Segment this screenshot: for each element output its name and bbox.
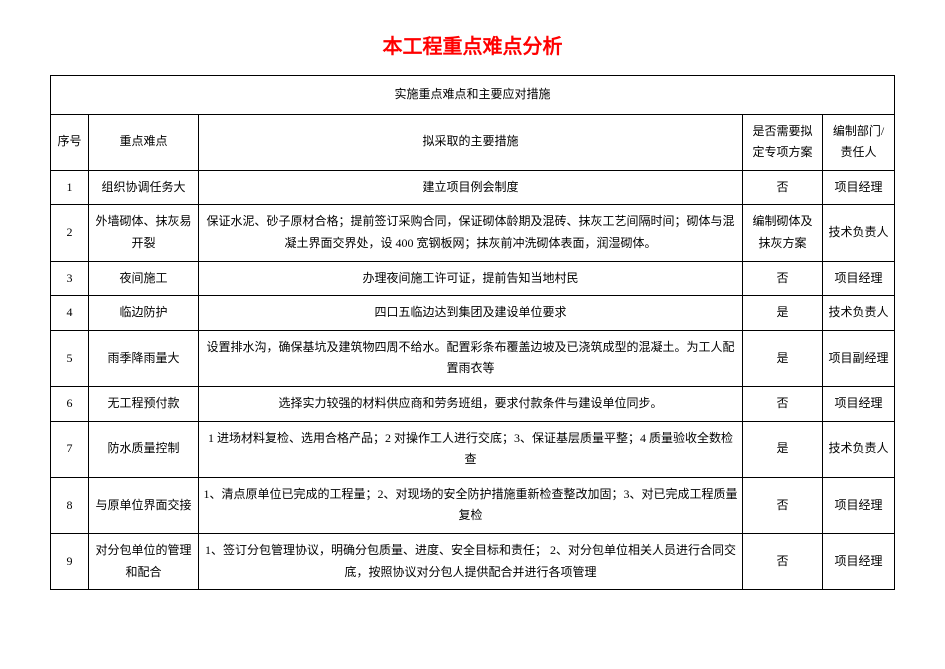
table-row: 6无工程预付款选择实力较强的材料供应商和劳务班组，要求付款条件与建设单位同步。否… [51,386,895,421]
cell-seq: 8 [51,477,89,533]
cell-owner: 项目经理 [822,386,894,421]
page-title: 本工程重点难点分析 [50,30,895,59]
table-row: 9对分包单位的管理和配合1、签订分包管理协议，明确分包质量、进度、安全目标和责任… [51,533,895,589]
cell-owner: 技术负责人 [822,205,894,261]
cell-seq: 9 [51,533,89,589]
cell-seq: 1 [51,170,89,205]
cell-measures: 保证水泥、砂子原材合格；提前签订采购合同，保证砌体龄期及混砖、抹灰工艺间隔时间；… [199,205,743,261]
table-row: 2外墙砌体、抹灰易开裂保证水泥、砂子原材合格；提前签订采购合同，保证砌体龄期及混… [51,205,895,261]
cell-need_plan: 否 [742,533,822,589]
cell-measures: 建立项目例会制度 [199,170,743,205]
cell-owner: 项目经理 [822,170,894,205]
cell-difficulty: 无工程预付款 [89,386,199,421]
cell-seq: 3 [51,261,89,296]
cell-measures: 选择实力较强的材料供应商和劳务班组，要求付款条件与建设单位同步。 [199,386,743,421]
col-need-plan: 是否需要拟定专项方案 [742,114,822,170]
table-caption-row: 实施重点难点和主要应对措施 [51,76,895,115]
cell-difficulty: 与原单位界面交接 [89,477,199,533]
cell-seq: 4 [51,296,89,331]
cell-seq: 5 [51,330,89,386]
cell-need_plan: 是 [742,296,822,331]
cell-owner: 项目经理 [822,533,894,589]
cell-difficulty: 雨季降雨量大 [89,330,199,386]
cell-difficulty: 组织协调任务大 [89,170,199,205]
cell-difficulty: 对分包单位的管理和配合 [89,533,199,589]
cell-measures: 办理夜间施工许可证，提前告知当地村民 [199,261,743,296]
cell-owner: 技术负责人 [822,421,894,477]
cell-seq: 7 [51,421,89,477]
table-row: 4临边防护四口五临边达到集团及建设单位要求是技术负责人 [51,296,895,331]
cell-owner: 技术负责人 [822,296,894,331]
col-seq: 序号 [51,114,89,170]
cell-difficulty: 临边防护 [89,296,199,331]
table-caption: 实施重点难点和主要应对措施 [51,76,895,115]
cell-measures: 1、签订分包管理协议，明确分包质量、进度、安全目标和责任； 2、对分包单位相关人… [199,533,743,589]
col-difficulty: 重点难点 [89,114,199,170]
table-row: 8与原单位界面交接1、清点原单位已完成的工程量；2、对现场的安全防护措施重新检查… [51,477,895,533]
table-header-row: 序号 重点难点 拟采取的主要措施 是否需要拟定专项方案 编制部门/责任人 [51,114,895,170]
col-measures: 拟采取的主要措施 [199,114,743,170]
table-row: 5雨季降雨量大设置排水沟，确保基坑及建筑物四周不给水。配置彩条布覆盖边坡及已浇筑… [51,330,895,386]
cell-difficulty: 防水质量控制 [89,421,199,477]
cell-need_plan: 编制砌体及抹灰方案 [742,205,822,261]
table-row: 7防水质量控制1 进场材料复检、选用合格产品；2 对操作工人进行交底；3、保证基… [51,421,895,477]
cell-owner: 项目经理 [822,477,894,533]
cell-seq: 6 [51,386,89,421]
cell-need_plan: 否 [742,477,822,533]
table-row: 1组织协调任务大建立项目例会制度否项目经理 [51,170,895,205]
cell-need_plan: 否 [742,386,822,421]
analysis-table: 实施重点难点和主要应对措施 序号 重点难点 拟采取的主要措施 是否需要拟定专项方… [50,75,895,590]
cell-need_plan: 否 [742,170,822,205]
col-owner: 编制部门/责任人 [822,114,894,170]
cell-measures: 1、清点原单位已完成的工程量；2、对现场的安全防护措施重新检查整改加固；3、对已… [199,477,743,533]
cell-need_plan: 是 [742,330,822,386]
cell-need_plan: 否 [742,261,822,296]
cell-owner: 项目副经理 [822,330,894,386]
cell-measures: 1 进场材料复检、选用合格产品；2 对操作工人进行交底；3、保证基层质量平整；4… [199,421,743,477]
cell-difficulty: 夜间施工 [89,261,199,296]
cell-owner: 项目经理 [822,261,894,296]
cell-seq: 2 [51,205,89,261]
cell-measures: 设置排水沟，确保基坑及建筑物四周不给水。配置彩条布覆盖边坡及已浇筑成型的混凝土。… [199,330,743,386]
cell-difficulty: 外墙砌体、抹灰易开裂 [89,205,199,261]
cell-need_plan: 是 [742,421,822,477]
table-row: 3夜间施工办理夜间施工许可证，提前告知当地村民否项目经理 [51,261,895,296]
cell-measures: 四口五临边达到集团及建设单位要求 [199,296,743,331]
